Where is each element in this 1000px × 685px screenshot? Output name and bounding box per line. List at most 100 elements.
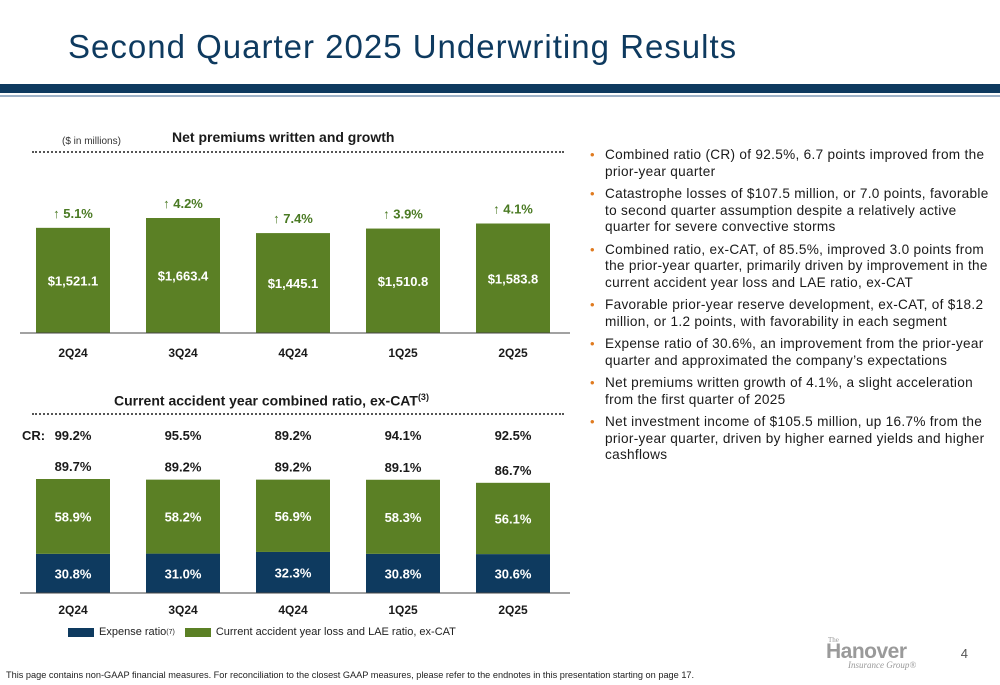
loss-ratio-bar [366,479,440,554]
loss-ratio-label: 58.2% [165,510,202,525]
loss-ratio-label: 56.1% [495,511,532,526]
bullet-item: • Combined ratio, ex-CAT, of 85.5%, impro… [590,242,990,292]
bullet-marker: • [590,297,595,312]
loss-ratio-label: 56.9% [275,509,312,524]
cr-chart-title: Current accident year combined ratio, ex… [114,392,429,409]
expense-ratio-bar [146,553,220,593]
npw-chart-divider [32,151,564,153]
npw-category-label: 1Q25 [388,346,418,360]
total-ratio-label: 89.7% [55,459,92,474]
expense-ratio-label: 30.8% [385,566,422,581]
combined-ratio-label: 89.2% [275,428,312,443]
bullet-item: • Expense ratio of 30.6%, an improvement … [590,336,990,369]
npw-growth-label: ↑ 7.4% [273,211,313,226]
npw-bar [256,233,330,333]
title-divider-bar [0,84,1000,93]
expense-ratio-label: 31.0% [165,566,202,581]
legend-swatch-expense [68,627,94,637]
npw-value-label: $1,521.1 [48,273,99,288]
npw-chart-title: Net premiums written and growth [172,129,395,145]
combined-ratio-label: 94.1% [385,428,422,443]
legend-item-expense: Expense ratio (7) [68,626,175,638]
legend-label-expense: Expense ratio [99,626,167,638]
bullet-text: Catastrophe losses of $107.5 million, or… [605,186,989,234]
page-number: 4 [960,646,968,661]
total-ratio-label: 89.1% [385,460,422,475]
bullet-text: Net premiums written growth of 4.1%, a s… [605,375,973,407]
bullet-list: • Combined ratio (CR) of 92.5%, 6.7 point… [590,147,990,470]
legend-swatch-loss [184,627,211,637]
bullet-item: • Favorable prior-year reserve developmen… [590,297,990,330]
total-ratio-label: 86.7% [495,463,532,478]
npw-value-label: $1,445.1 [268,276,319,291]
npw-value-label: $1,583.8 [488,271,539,286]
combined-ratio-label: 99.2% [55,428,92,443]
bullet-text: Combined ratio (CR) of 92.5%, 6.7 points… [605,147,985,179]
bullet-text: Favorable prior-year reserve development… [605,297,984,329]
bullet-text: Expense ratio of 30.6%, an improvement f… [605,336,984,368]
bullet-text: Net investment income of $105.5 million,… [605,414,985,462]
npw-category-label: 2Q25 [498,346,528,360]
cr-category-label: 3Q24 [168,603,198,617]
cr-category-label: 2Q25 [498,603,528,617]
loss-ratio-bar [146,479,220,554]
expense-ratio-label: 30.6% [495,567,532,582]
logo-the: The [828,636,839,644]
hanover-logo: The Hanover Insurance Group® [826,636,926,670]
bullet-item: • Net investment income of $105.5 million… [590,414,990,464]
legend-label-loss: Current accident year loss and LAE ratio… [215,626,456,638]
npw-chart: $1,521.1 ↑ 5.1% 2Q24 $1,663.4 ↑ 4.2% 3Q24 $1,4… [20,196,570,360]
cr-chart-title-footnote: (3) [417,392,429,402]
bullet-marker: • [590,186,595,201]
expense-ratio-bar [476,554,550,593]
combined-ratio-label: 95.5% [165,428,202,443]
npw-bar [476,223,550,333]
combined-ratio-label: 92.5% [495,428,532,443]
footnote: This page contains non-GAAP financial me… [6,670,695,680]
loss-ratio-label: 58.3% [385,510,422,525]
units-note: ($ in millions) [62,136,121,147]
logo-sub: Insurance Group® [848,660,917,670]
cr-chart: 30.8% 58.9% 89.7% 99.2% 2Q24 31.0% 58.2% 89.2% 9… [20,428,570,617]
bullet-marker: • [590,336,595,351]
loss-ratio-bar [36,479,110,554]
cr-prefix-label: CR: [22,428,45,443]
cr-category-label: 1Q25 [388,603,418,617]
cr-chart-divider [32,413,564,415]
expense-ratio-bar [256,551,330,593]
loss-ratio-bar [256,479,330,552]
npw-bar [146,218,220,333]
npw-value-label: $1,510.8 [378,274,429,289]
cr-category-label: 2Q24 [58,603,88,617]
loss-ratio-label: 58.9% [55,509,92,524]
expense-ratio-bar [366,553,440,593]
total-ratio-label: 89.2% [275,460,312,475]
cr-chart-legend: Expense ratio (7) Current accident year l… [68,626,466,638]
npw-category-label: 3Q24 [168,346,198,360]
npw-growth-label: ↑ 5.1% [53,206,93,221]
npw-bar [36,227,110,333]
npw-growth-label: ↑ 3.9% [383,207,423,222]
expense-ratio-bar [36,553,110,593]
npw-bar [366,228,440,333]
bullet-item: • Combined ratio (CR) of 92.5%, 6.7 point… [590,147,990,180]
bullet-marker: • [590,241,595,257]
bullet-marker: • [590,375,595,390]
expense-ratio-label: 32.3% [275,565,312,580]
npw-value-label: $1,663.4 [158,269,209,284]
npw-category-label: 2Q24 [58,346,88,360]
total-ratio-label: 89.2% [165,460,202,475]
bullet-marker: • [590,147,595,162]
npw-category-label: 4Q24 [278,346,308,360]
logo-name: Hanover [826,640,907,663]
npw-growth-label: ↑ 4.2% [163,196,203,211]
bullet-item: • Catastrophe losses of $107.5 million, o… [590,186,990,236]
bullet-item: • Net premiums written growth of 4.1%, a … [590,375,990,408]
loss-ratio-bar [476,482,550,555]
page-title: Second Quarter 2025 Underwriting Results [68,28,738,65]
bullet-marker: • [590,414,595,429]
npw-growth-label: ↑ 4.1% [493,202,533,217]
title-divider-line [0,95,1000,97]
expense-ratio-label: 30.8% [55,566,92,581]
cr-chart-title-text: Current accident year combined ratio, ex… [114,392,418,409]
